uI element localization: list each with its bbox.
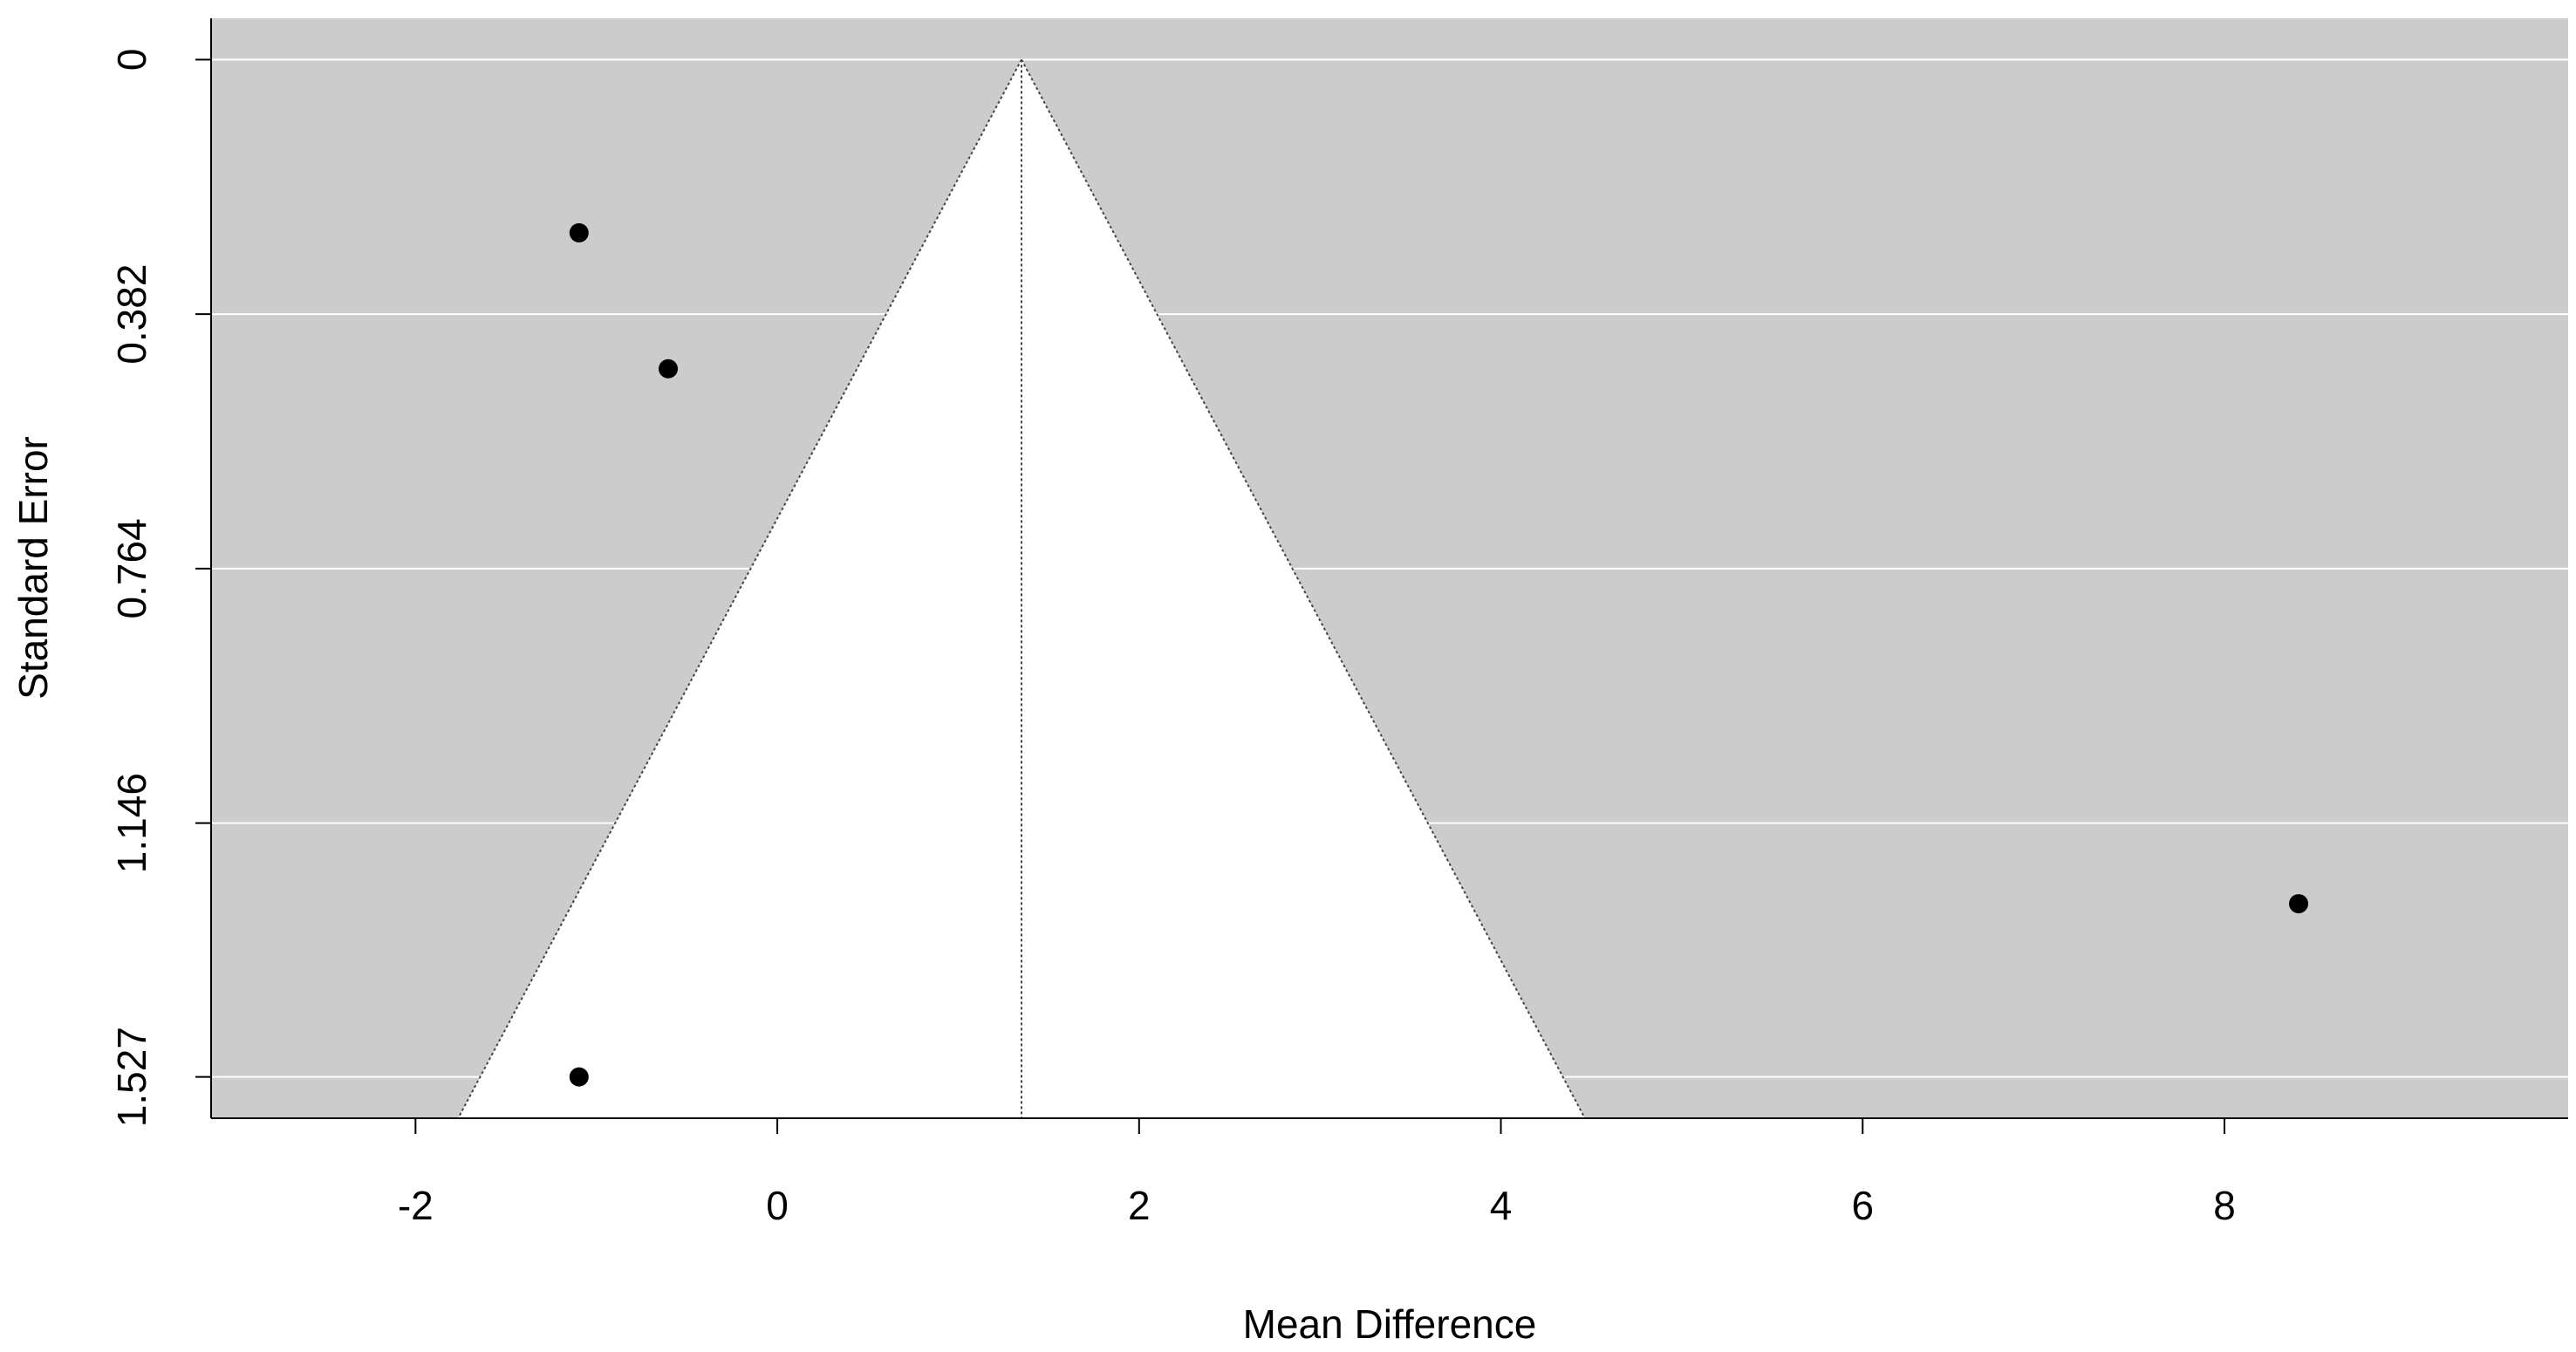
- x-axis-title: Mean Difference: [1243, 1301, 1537, 1347]
- x-tick-label: -2: [398, 1183, 434, 1228]
- funnel-boundary: [457, 58, 1022, 1119]
- x-tick-label: 4: [1490, 1183, 1513, 1228]
- y-tick-label: 0: [109, 49, 154, 72]
- funnel-boundary: [1021, 58, 1586, 1119]
- y-axis-title: Standard Error: [10, 436, 56, 700]
- y-tick-label: 0.382: [109, 264, 154, 365]
- study-point: [2289, 894, 2309, 914]
- x-tick-label: 2: [1128, 1183, 1151, 1228]
- study-point: [659, 358, 679, 379]
- study-point: [569, 1067, 589, 1087]
- study-point: [569, 222, 589, 242]
- y-tick-label: 0.764: [109, 518, 154, 618]
- x-tick-label: 8: [2213, 1183, 2236, 1228]
- y-tick-label: 1.146: [109, 773, 154, 873]
- y-tick-label: 1.527: [109, 1027, 154, 1127]
- x-tick-label: 6: [1851, 1183, 1874, 1228]
- x-tick-label: 0: [766, 1183, 789, 1228]
